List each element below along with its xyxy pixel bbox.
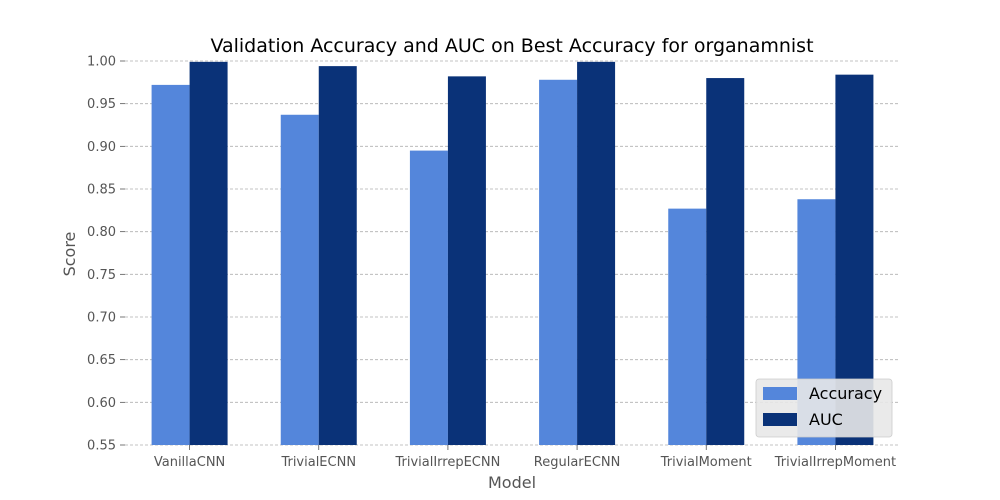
bar-auc-regularecnn [577, 61, 616, 445]
legend: Accuracy AUC [755, 378, 893, 438]
x-axis-title: Model [488, 473, 536, 492]
x-tick-labels: VanillaCNN TrivialECNN TrivialIrrepECNN Reg… [154, 445, 896, 470]
bar-auc-trivialmoment [706, 78, 745, 446]
bar-auc-trivialecnn [318, 66, 357, 446]
x-tick-label: TrivialIrrepECNN [394, 455, 500, 470]
y-tick-label: 1.00 [87, 55, 116, 70]
y-tick-label: 0.90 [87, 140, 116, 155]
x-tick-label: RegularECNN [534, 455, 621, 470]
bar-accuracy-trivialirrepecnn [409, 150, 448, 445]
bar-auc-vanillacnn [189, 61, 228, 445]
legend-label-accuracy: Accuracy [809, 384, 882, 403]
legend-swatch-auc [763, 413, 797, 426]
x-tick-label: TrivialMoment [660, 455, 752, 470]
x-tick-label: TrivialIrrepMoment [774, 455, 896, 470]
y-tick-label: 0.80 [87, 225, 116, 240]
legend-swatch-accuracy [763, 387, 797, 400]
x-tick-label: TrivialECNN [280, 455, 356, 470]
legend-label-auc: AUC [809, 410, 843, 429]
y-tick-label: 0.55 [87, 439, 116, 454]
y-axis-title: Score [60, 232, 79, 277]
y-tick-label: 0.60 [87, 396, 116, 411]
bars [151, 61, 874, 446]
bar-accuracy-trivialmoment [668, 208, 707, 445]
bar-auc-trivialirrepecnn [447, 76, 486, 446]
bar-accuracy-regularecnn [539, 79, 578, 446]
y-tick-label: 0.85 [87, 183, 116, 198]
y-tick-label: 0.70 [87, 311, 116, 326]
y-tick-label: 0.95 [87, 97, 116, 112]
y-tick-label: 0.75 [87, 268, 116, 283]
chart-title: Validation Accuracy and AUC on Best Accu… [210, 35, 813, 57]
y-tick-labels: 0.55 0.60 0.65 0.70 0.75 0.80 0.85 0.90 0.95 1.00 [87, 55, 125, 454]
bar-accuracy-vanillacnn [151, 84, 190, 445]
y-tick-label: 0.65 [87, 353, 116, 368]
x-tick-label: VanillaCNN [154, 455, 225, 470]
bar-accuracy-trivialecnn [280, 114, 319, 445]
